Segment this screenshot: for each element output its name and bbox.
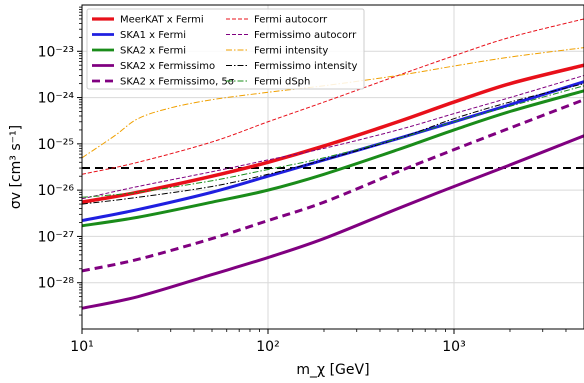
legend-entry: Fermi autocorr xyxy=(254,15,328,26)
legend-entry: SKA1 x Fermi xyxy=(120,30,186,41)
legend-entry: Fermi intensity xyxy=(254,46,328,57)
series-line-7 xyxy=(82,47,584,159)
legend-entry: Fermissimo intensity xyxy=(254,61,357,72)
legend: MeerKAT x Fermi SKA1 x Fermi SKA2 x Fermi S… xyxy=(86,8,365,90)
series-lines xyxy=(82,18,584,310)
series-line-0 xyxy=(82,63,584,204)
y-tick-label: 10⁻²⁴ xyxy=(38,91,75,107)
series-line-8 xyxy=(82,83,584,205)
x-tick-label: 10³ xyxy=(442,339,465,355)
series-line-6 xyxy=(82,75,584,200)
x-axis-label: m_χ [GeV] xyxy=(296,362,369,378)
x-tick-label: 10² xyxy=(256,339,279,355)
legend-entry: SKA2 x Fermissimo, 5σ xyxy=(120,77,235,88)
series-line-5 xyxy=(82,18,584,175)
y-tick-label: 10⁻²⁶ xyxy=(38,183,75,199)
legend-entry: SKA2 x Fermi xyxy=(120,46,186,57)
y-tick-label: 10⁻²³ xyxy=(38,44,74,60)
legend-entry: Fermi dSph xyxy=(254,77,310,88)
legend-entry: MeerKAT x Fermi xyxy=(120,15,204,26)
y-tick-label: 10⁻²⁷ xyxy=(38,229,74,245)
y-tick-label: 10⁻²⁵ xyxy=(38,137,74,153)
x-tick-label: 10¹ xyxy=(70,339,93,355)
legend-entry: SKA2 x Fermissimo xyxy=(120,61,215,72)
series-line-3 xyxy=(82,134,584,310)
series-line-9 xyxy=(82,85,584,198)
legend-box xyxy=(86,8,365,90)
series-line-2 xyxy=(82,89,584,228)
y-tick-label: 10⁻²⁸ xyxy=(38,276,75,292)
axis-ticks: 10¹ 10² 10³ 10⁻²⁸ 10⁻²⁷ 10⁻²⁶ 10⁻²⁵ 10⁻²⁴ 10⁻²³ xyxy=(38,44,466,355)
series-line-4 xyxy=(82,98,584,273)
legend-entry: Fermissimo autocorr xyxy=(254,30,357,41)
plot-frame xyxy=(81,4,584,330)
y-axis-label: σv [cm³ s⁻¹] xyxy=(8,125,24,209)
